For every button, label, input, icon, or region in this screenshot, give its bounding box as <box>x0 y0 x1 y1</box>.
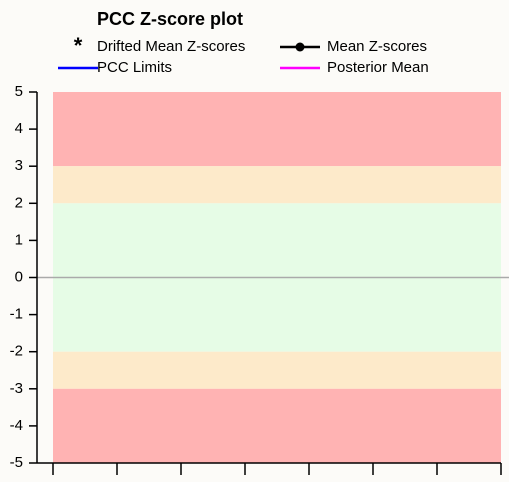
y-tick-label: -1 <box>10 306 23 323</box>
legend-label: PCC Limits <box>97 59 172 76</box>
legend-label: Drifted Mean Z-scores <box>97 38 245 55</box>
legend-label: Posterior Mean <box>327 59 429 76</box>
band <box>53 166 501 204</box>
chart-title: PCC Z-score plot <box>97 9 243 29</box>
y-tick-label: 5 <box>15 83 23 100</box>
y-tick-label: 2 <box>15 194 23 211</box>
y-tick-label: -5 <box>10 454 23 471</box>
legend-dot <box>295 42 305 52</box>
y-tick-label: 0 <box>15 268 23 285</box>
band <box>53 351 501 389</box>
band <box>53 92 501 167</box>
y-tick-label: 4 <box>15 120 23 137</box>
legend-label: Mean Z-scores <box>327 38 427 55</box>
y-tick-label: -2 <box>10 343 23 360</box>
y-tick-label: 3 <box>15 157 23 174</box>
y-tick-label: 1 <box>15 231 23 248</box>
band <box>53 388 501 463</box>
y-tick-label: -4 <box>10 417 23 434</box>
y-tick-label: -3 <box>10 380 23 397</box>
legend-marker: * <box>74 33 83 58</box>
